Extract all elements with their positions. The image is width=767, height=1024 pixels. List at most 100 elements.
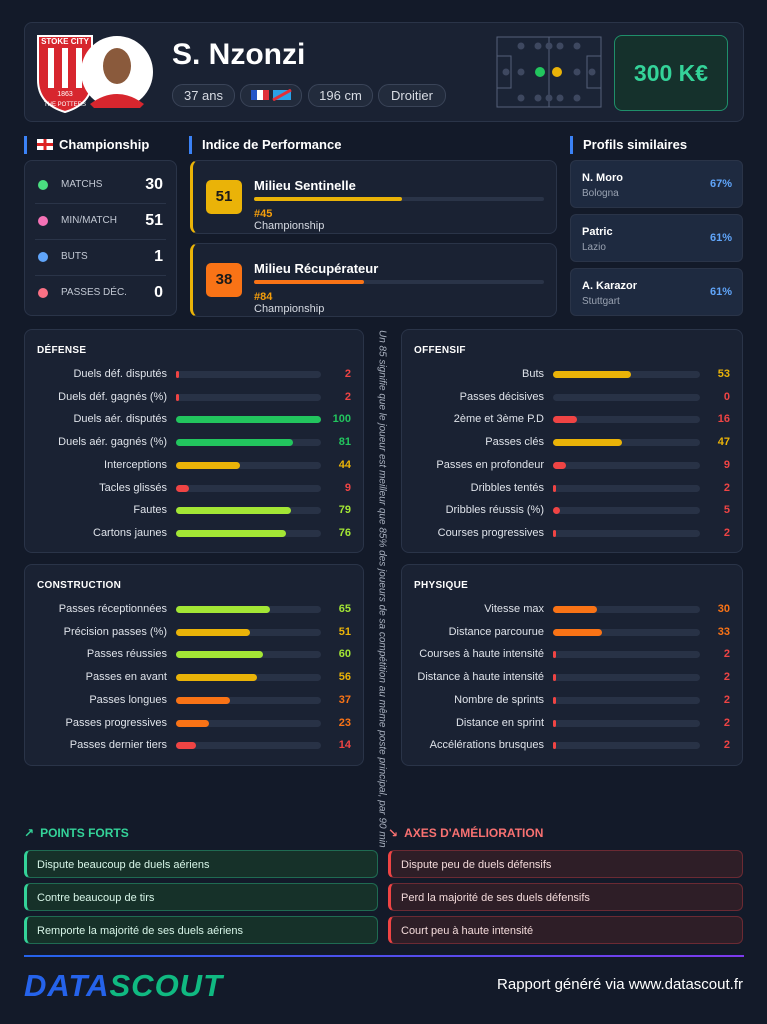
metric-label: Passes dernier tiers <box>69 739 167 752</box>
metric-value: 5 <box>723 504 730 517</box>
metric-label: Nombre de sprints <box>454 693 544 706</box>
metric-value: 14 <box>338 739 351 752</box>
metric-value: 60 <box>338 648 351 661</box>
metric-label: Interceptions <box>104 458 167 471</box>
stat-label: PASSES DÉC. <box>61 287 127 298</box>
metric-label: Duels déf. disputés <box>73 368 167 380</box>
perf-rank-line: #84 Championship <box>254 291 324 315</box>
metric-value: 100 <box>332 413 351 426</box>
metric-label: Passes réussies <box>86 648 167 661</box>
metric-value: 23 <box>338 716 351 729</box>
metric-track <box>176 696 321 704</box>
metric-track <box>176 484 321 492</box>
perf-rank: #84 <box>254 291 273 303</box>
metric-value: 33 <box>717 625 730 638</box>
metric-track <box>553 742 700 750</box>
metric-panel: DÉFENSE Duels déf. disputés 2 Duels déf. ga… <box>24 329 364 553</box>
stat-icon <box>38 180 48 190</box>
badge-text: STOKE CITY <box>41 37 90 46</box>
position-pitch <box>496 36 602 108</box>
similar-card[interactable]: A. Karazor Stuttgart 61% <box>570 268 743 316</box>
panel-title: CONSTRUCTION <box>37 580 122 591</box>
stat-divider <box>35 203 166 204</box>
perf-league: Championship <box>254 303 325 315</box>
metric-track <box>553 416 700 424</box>
metric-label: Duels déf. gagnés (%) <box>58 390 167 403</box>
stat-divider <box>35 239 166 240</box>
player-photo <box>81 36 153 108</box>
metric-bar <box>176 651 263 659</box>
england-flag <box>37 139 53 150</box>
metric-value: 2 <box>344 368 351 380</box>
similar-score: 67% <box>709 178 732 190</box>
badge-year: 1863 <box>57 91 73 98</box>
metric-track <box>553 674 700 682</box>
stat-icon <box>38 252 48 262</box>
metric-bar <box>176 371 179 378</box>
metric-label: Duels aér. gagnés (%) <box>58 436 167 449</box>
stat-label: BUTS <box>61 251 88 262</box>
metric-bar <box>553 719 556 727</box>
strengths-item: Remporte la majorité de ses duels aérien… <box>24 916 378 944</box>
metric-value: 2 <box>344 390 351 403</box>
metric-value: 37 <box>338 693 351 706</box>
perf-score: 38 <box>206 263 242 297</box>
note-box: Un 85 signifie que le joueur est meilleu… <box>372 330 392 848</box>
metric-track <box>553 393 700 401</box>
metric-bar <box>553 416 577 424</box>
metric-label: Passes en avant <box>85 671 167 684</box>
metric-value: 2 <box>723 671 730 684</box>
metric-label: Distance à haute intensité <box>417 671 544 684</box>
stat-label: MIN/MATCH <box>61 215 117 226</box>
perf-card: 51 Milieu Sentinelle #45 Championship <box>190 160 557 234</box>
similar-card[interactable]: Patric Lazio 61% <box>570 214 743 262</box>
metric-track <box>553 696 700 704</box>
metric-bar <box>553 461 567 469</box>
strengths-item: Dispute beaucoup de duels aériens <box>24 850 378 878</box>
perf-role: Milieu Sentinelle <box>254 178 356 193</box>
metric-value: 79 <box>338 504 351 517</box>
metric-label: Passes réceptionnées <box>58 603 167 615</box>
metric-value: 2 <box>723 739 730 752</box>
metric-label: Buts <box>521 368 544 380</box>
metric-bar <box>553 371 631 378</box>
metric-value: 16 <box>717 413 730 426</box>
metric-value: 9 <box>344 481 351 494</box>
perf-rank-line: #45 Championship <box>254 208 324 232</box>
badge-motto: THE POTTERS <box>44 102 86 108</box>
stat-value: 51 <box>145 212 163 229</box>
metric-track <box>176 371 321 378</box>
logo: DATASCOUT <box>24 968 223 1004</box>
stat-value: 1 <box>154 248 163 265</box>
metric-value: 81 <box>338 436 351 449</box>
metric-track <box>553 461 700 469</box>
similar-name: N. Moro <box>582 172 623 184</box>
stat-value: 0 <box>154 284 163 301</box>
metric-label: Passes décisives <box>459 390 544 403</box>
market-value: 300 K€ <box>614 35 728 111</box>
performance-heading: Indice de Performance <box>189 136 341 154</box>
perf-score: 51 <box>206 180 242 214</box>
metric-track <box>553 529 700 537</box>
metric-label: Fautes <box>133 504 167 517</box>
similar-club: Stuttgart <box>582 296 620 307</box>
metric-bar <box>553 742 556 750</box>
metric-value: 0 <box>723 390 730 403</box>
perf-bar <box>254 197 402 201</box>
metric-track <box>553 651 700 659</box>
metric-panel: PHYSIQUE Vitesse max 30 Distance parcourue 3… <box>401 564 743 766</box>
stats-card: MATCHS 30 MIN/MATCH 51 BUTS 1 PASSES DÉC. 0 <box>24 160 177 316</box>
metric-value: 2 <box>723 648 730 661</box>
metric-value: 2 <box>723 716 730 729</box>
divider <box>24 955 744 957</box>
metric-value: 51 <box>338 625 351 638</box>
stat-divider <box>35 275 166 276</box>
panel-title: DÉFENSE <box>37 345 87 356</box>
metric-bar <box>176 393 179 401</box>
similar-card[interactable]: N. Moro Bologna 67% <box>570 160 743 208</box>
perf-track <box>254 280 544 284</box>
metric-bar <box>176 719 210 727</box>
similar-score: 61% <box>709 232 732 244</box>
metric-bar <box>176 461 240 469</box>
